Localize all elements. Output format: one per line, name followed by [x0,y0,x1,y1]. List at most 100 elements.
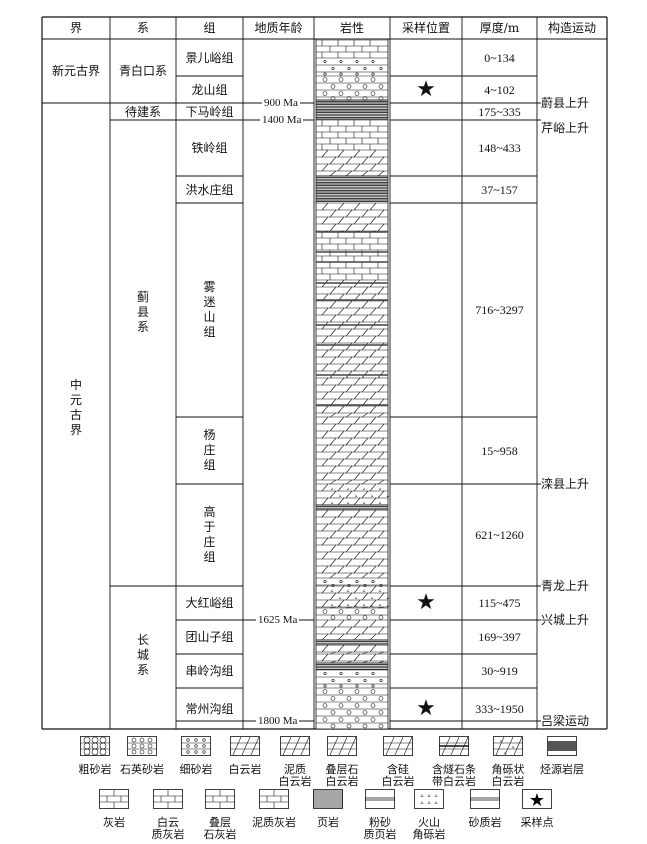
legend-label: 泥质 白云岩 [278,763,312,788]
pattern-stroke [345,223,353,232]
pattern-stroke [353,585,361,594]
column-header: 地质年龄 [254,21,303,35]
formation-name: 常州沟组 [185,701,234,716]
formation-name: 洪水庄组 [185,182,234,197]
pattern-stroke [369,391,377,400]
pattern-stroke [504,736,514,756]
pattern-stroke [361,592,369,601]
pattern-stroke [369,216,377,225]
pattern-stroke [321,472,329,481]
pattern-stroke [345,465,353,474]
legend-swatch-frame [181,736,211,756]
pattern-stroke [321,149,329,158]
formation-name: 雾迷山组 [203,280,216,339]
pattern-grain [370,717,376,722]
pattern-stroke [338,736,348,756]
lithology-fine [316,669,388,688]
pattern-grain [355,671,359,675]
lithology-fine [316,57,388,76]
pattern-stroke [337,599,345,608]
pattern-stroke [321,349,329,358]
pattern-stroke [369,619,377,628]
pattern-grain [370,703,376,708]
lithology-fine [316,577,388,587]
pattern-grain [362,710,368,715]
pattern-stroke [337,551,345,560]
legend-item: 含硅 白云岩 [368,736,428,788]
pattern-grain [362,96,368,101]
legend-item: ★ 采样点 [507,789,567,829]
legend-item: 烃源岩层 [532,736,592,776]
legend-item: 细砂岩 [166,736,226,776]
column-header: 厚度/m [479,21,520,35]
pattern-stroke [353,216,361,225]
formation-name: 下马岭组 [185,104,234,119]
pattern-stroke [353,458,361,467]
pattern-stroke [361,223,369,232]
pattern-stroke [369,405,377,414]
pattern-mark: ▵ [347,500,350,506]
pattern-stroke [337,430,345,439]
pattern-stroke [369,202,377,211]
pattern-stroke [321,644,329,653]
pattern-grain [147,743,153,749]
pattern-stroke [353,163,361,172]
thickness-value: 15~958 [481,443,518,458]
lithology-dolomite [316,653,388,664]
pattern-stroke [353,472,361,481]
pattern-stroke [369,458,377,467]
legend-item: 白云 质灰岩 [138,789,198,841]
system-label: 长城系 [136,633,149,677]
lithology-column: ▵ ▵ ▵ ▵ ▵ ▵ ▵ ▵ ▵ ▵ ▵ ▵ ▵ ▵ ▵ ▵ ▵ ▵ ▵ ▵ ▵ ▵ ▵ ▵ ▵ ▵ ▵ ▵ [315,38,390,730]
legend-item: 白云岩 [215,736,275,776]
pattern-stroke [353,633,361,641]
pattern-stroke [345,170,353,177]
pattern-stroke [377,423,385,432]
legend-label: 含燧石条 带白云岩 [432,763,476,788]
legend-label: 粗砂岩 [78,763,112,776]
pattern-stroke [337,633,345,641]
pattern-stroke [329,328,337,337]
pattern-grain [363,67,367,71]
pattern-stroke [321,430,329,439]
pattern-grain [347,67,351,71]
pattern-stroke [337,405,345,414]
pattern-stroke [377,170,385,177]
pattern-stroke [361,314,369,323]
legend-label: 白云 质灰岩 [151,816,185,841]
pattern-grain [330,723,336,729]
lithology-brecc: ▵ ▵ ▵ ▵ ▵ ▵ ▵ ▵ ▵ ▵ ▵ ▵ [316,483,390,506]
pattern-mark: ▵ [420,792,423,799]
legend-item: 泥质灰岩 [244,789,304,829]
pattern-stroke [377,490,385,499]
legend-label: 石英砂岩 [120,763,164,776]
pattern-grain [355,579,359,583]
pattern-stroke [329,572,337,579]
pattern-grain [371,671,375,675]
pattern-grain [354,689,360,694]
pattern-stroke [377,516,385,525]
legend-item: 砂质岩 [455,789,515,829]
pattern-mark: ▵ [371,595,374,601]
formation-name: 景儿峪组 [185,50,234,65]
pattern-stroke [377,451,385,460]
star-icon: ★ [522,789,552,809]
pattern-stroke [329,423,337,432]
pattern-stroke [369,644,377,653]
sample-star-icon: ★ [416,590,436,615]
pattern-stroke [329,286,337,295]
pattern-stroke [369,307,377,316]
pattern-stroke [377,223,385,232]
pattern-stroke [369,585,377,594]
pattern-grain [186,744,190,748]
pattern-stroke [353,497,361,506]
pattern-stroke [329,530,337,539]
age-label: 900 Ma [262,97,300,109]
pattern-stroke [329,300,337,309]
pattern-stroke [337,349,345,358]
pattern-grain [139,737,145,743]
pattern-stroke [369,335,377,344]
pattern-stroke [369,416,377,425]
coarse-sandstone-icon [80,736,110,756]
pattern-grain [355,72,359,76]
